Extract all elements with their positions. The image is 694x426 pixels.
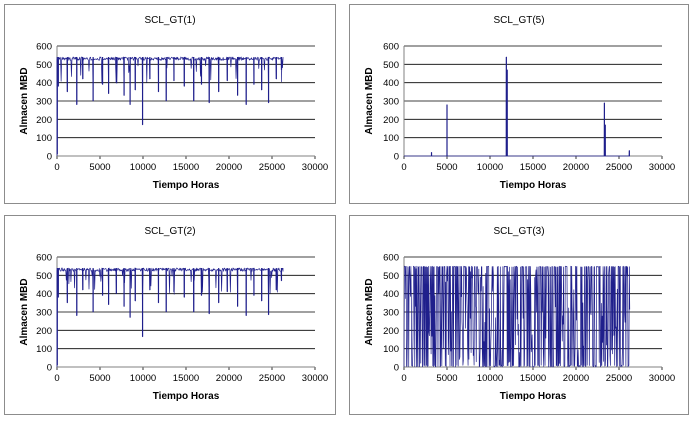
x-axis-label: Tiempo Horas: [500, 391, 567, 402]
x-tick-label: 5000: [89, 162, 110, 173]
x-tick-label: 5000: [436, 162, 457, 173]
x-tick-label: 15000: [173, 373, 199, 384]
x-tick-label: 15000: [173, 162, 199, 173]
y-tick-label: 300: [36, 97, 52, 108]
chart-panel-scl-gt2: SCL_GT(2) 0 100 200 300 400 500 600 0 5000 10000 15…: [4, 215, 336, 415]
data-series-line: [403, 265, 631, 368]
x-axis-label: Tiempo Horas: [500, 180, 567, 191]
y-tick-label: 400: [383, 289, 399, 300]
y-tick-label: 500: [383, 271, 399, 282]
y-tick-label: 400: [36, 289, 52, 300]
x-tick-label: 0: [54, 373, 59, 384]
x-tick-label: 0: [401, 373, 406, 384]
x-axis-label: Tiempo Horas: [153, 391, 220, 402]
chart-scl-gt2: SCL_GT(2) 0 100 200 300 400 500 600 0 5000 10000 15…: [19, 226, 328, 402]
y-tick-label: 300: [383, 308, 399, 319]
y-tick-label: 200: [383, 326, 399, 337]
chart-panel-scl-gt1: SCL_GT(1) 0 100 200 300 400 500 600 0 5000 10000 15…: [4, 4, 336, 204]
y-tick-label: 200: [36, 115, 52, 126]
y-tick-label: 600: [383, 253, 399, 264]
x-tick-label: 10000: [477, 373, 503, 384]
x-tick-label: 20000: [563, 162, 589, 173]
y-tick-label: 200: [383, 115, 399, 126]
x-tick-label: 0: [54, 162, 59, 173]
y-axis-label: Almacen MBD: [19, 67, 30, 134]
x-tick-label: 15000: [520, 373, 546, 384]
y-tick-label: 0: [47, 363, 52, 374]
y-tick-label: 400: [383, 78, 399, 89]
x-tick-label: 30000: [302, 373, 328, 384]
x-tick-label: 5000: [89, 373, 110, 384]
x-axis-label: Tiempo Horas: [153, 180, 220, 191]
y-tick-label: 100: [383, 133, 399, 144]
x-tick-label: 30000: [649, 162, 675, 173]
chart-title: SCL_GT(1): [144, 15, 195, 26]
chart-scl-gt1: SCL_GT(1) 0 100 200 300 400 500 600 0 5000 10000 15…: [19, 15, 328, 191]
x-tick-label: 0: [401, 162, 406, 173]
y-tick-label: 400: [36, 78, 52, 89]
x-tick-label: 10000: [477, 162, 503, 173]
data-series-line: [404, 56, 631, 157]
y-tick-label: 200: [36, 326, 52, 337]
x-tick-label: 30000: [649, 373, 675, 384]
y-axis-label: Almacen MBD: [364, 278, 375, 345]
chart-title: SCL_GT(5): [493, 15, 544, 26]
x-tick-label: 25000: [606, 162, 632, 173]
y-tick-label: 100: [36, 133, 52, 144]
chart-panel-scl-gt3: SCL_GT(3) 0 100 200 300 400 500 600 0 5000 10000 15…: [349, 215, 689, 415]
y-tick-label: 100: [36, 344, 52, 355]
y-tick-label: 300: [36, 308, 52, 319]
x-tick-label: 25000: [259, 373, 285, 384]
y-tick-label: 0: [47, 152, 52, 163]
x-tick-label: 10000: [130, 162, 156, 173]
y-axis-label: Almacen MBD: [19, 278, 30, 345]
y-tick-label: 600: [383, 42, 399, 53]
chart-scl-gt5: SCL_GT(5) 0 100 200 300 400 500 600 0 5000 10000 15…: [364, 15, 675, 191]
chart-panel-scl-gt5: SCL_GT(5) 0 100 200 300 400 500 600 0 5000 10000 15…: [349, 4, 689, 204]
x-tick-label: 20000: [216, 162, 242, 173]
x-tick-label: 5000: [436, 373, 457, 384]
y-tick-label: 0: [394, 363, 399, 374]
y-tick-label: 0: [394, 152, 399, 163]
y-tick-label: 300: [383, 97, 399, 108]
chart-scl-gt3: SCL_GT(3) 0 100 200 300 400 500 600 0 5000 10000 15…: [364, 226, 675, 402]
y-axis-label: Almacen MBD: [364, 67, 375, 134]
chart-title: SCL_GT(2): [144, 226, 195, 237]
x-tick-label: 30000: [302, 162, 328, 173]
y-tick-label: 500: [383, 60, 399, 71]
x-tick-label: 25000: [259, 162, 285, 173]
x-tick-label: 20000: [563, 373, 589, 384]
x-tick-label: 15000: [520, 162, 546, 173]
y-tick-label: 500: [36, 271, 52, 282]
chart-title: SCL_GT(3): [493, 226, 544, 237]
x-tick-label: 10000: [130, 373, 156, 384]
y-tick-label: 600: [36, 42, 52, 53]
x-tick-label: 25000: [606, 373, 632, 384]
y-tick-label: 100: [383, 344, 399, 355]
y-tick-label: 600: [36, 253, 52, 264]
x-tick-label: 20000: [216, 373, 242, 384]
y-tick-label: 500: [36, 60, 52, 71]
